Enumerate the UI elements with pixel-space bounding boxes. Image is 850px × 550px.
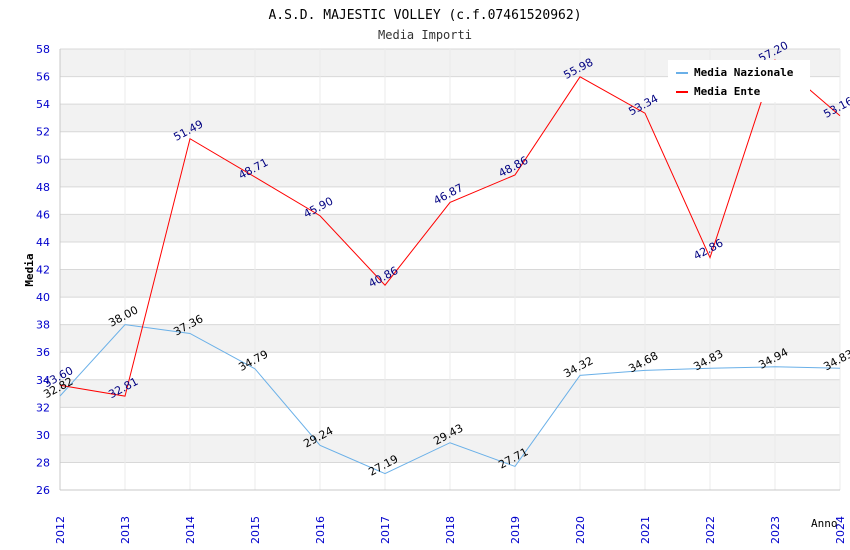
legend: Media Nazionale Media Ente [668, 60, 810, 102]
y-tick-label: 40 [36, 291, 50, 304]
y-tick-label: 30 [36, 429, 50, 442]
x-tick-label: 2021 [639, 516, 652, 544]
legend-label-ente: Media Ente [694, 85, 761, 98]
x-axis-label: Anno [811, 517, 838, 530]
y-axis-ticks: 26 28 30 32 34 36 38 40 42 44 46 48 50 52 54 56 58 [36, 43, 50, 497]
x-tick-label: 2022 [704, 516, 717, 544]
y-tick-label: 48 [36, 181, 50, 194]
x-tick-label: 2015 [249, 516, 262, 544]
x-tick-label: 2012 [54, 516, 67, 544]
x-tick-label: 2020 [574, 516, 587, 544]
y-tick-label: 34 [36, 374, 50, 387]
y-tick-label: 54 [36, 98, 50, 111]
chart-subtitle: Media Importi [378, 28, 472, 42]
x-tick-label: 2019 [509, 516, 522, 544]
grid-lines [59, 48, 841, 491]
series-lines [59, 59, 841, 475]
chart-title: A.S.D. MAJESTIC VOLLEY (c.f.07461520962) [268, 8, 581, 23]
y-tick-label: 42 [36, 264, 50, 277]
data-label: 34.68 [626, 349, 660, 375]
x-tick-label: 2023 [769, 516, 782, 544]
x-tick-label: 2024 [834, 516, 847, 544]
x-tick-label: 2014 [184, 516, 197, 544]
legend-box [668, 60, 810, 102]
y-tick-label: 28 [36, 456, 50, 469]
legend-label-nazionale: Media Nazionale [694, 66, 794, 79]
y-tick-label: 44 [36, 236, 50, 249]
y-axis-label: Media [23, 253, 36, 286]
x-axis-ticks: 2012 2013 2014 2015 2016 2017 2018 2019 2020 2021… [54, 516, 847, 544]
x-tick-label: 2017 [379, 516, 392, 544]
y-tick-label: 52 [36, 126, 50, 139]
series-line-nazionale [59, 324, 841, 475]
x-tick-label: 2018 [444, 516, 457, 544]
y-tick-label: 58 [36, 43, 50, 56]
y-tick-label: 38 [36, 319, 50, 332]
y-tick-label: 46 [36, 208, 50, 221]
y-tick-label: 32 [36, 401, 50, 414]
y-tick-label: 56 [36, 71, 50, 84]
y-tick-label: 26 [36, 484, 50, 497]
series-line-ente [59, 59, 841, 397]
data-label: 34.32 [561, 354, 595, 380]
x-tick-label: 2016 [314, 516, 327, 544]
y-tick-label: 36 [36, 346, 50, 359]
x-tick-label: 2013 [119, 516, 132, 544]
y-tick-label: 50 [36, 153, 50, 166]
